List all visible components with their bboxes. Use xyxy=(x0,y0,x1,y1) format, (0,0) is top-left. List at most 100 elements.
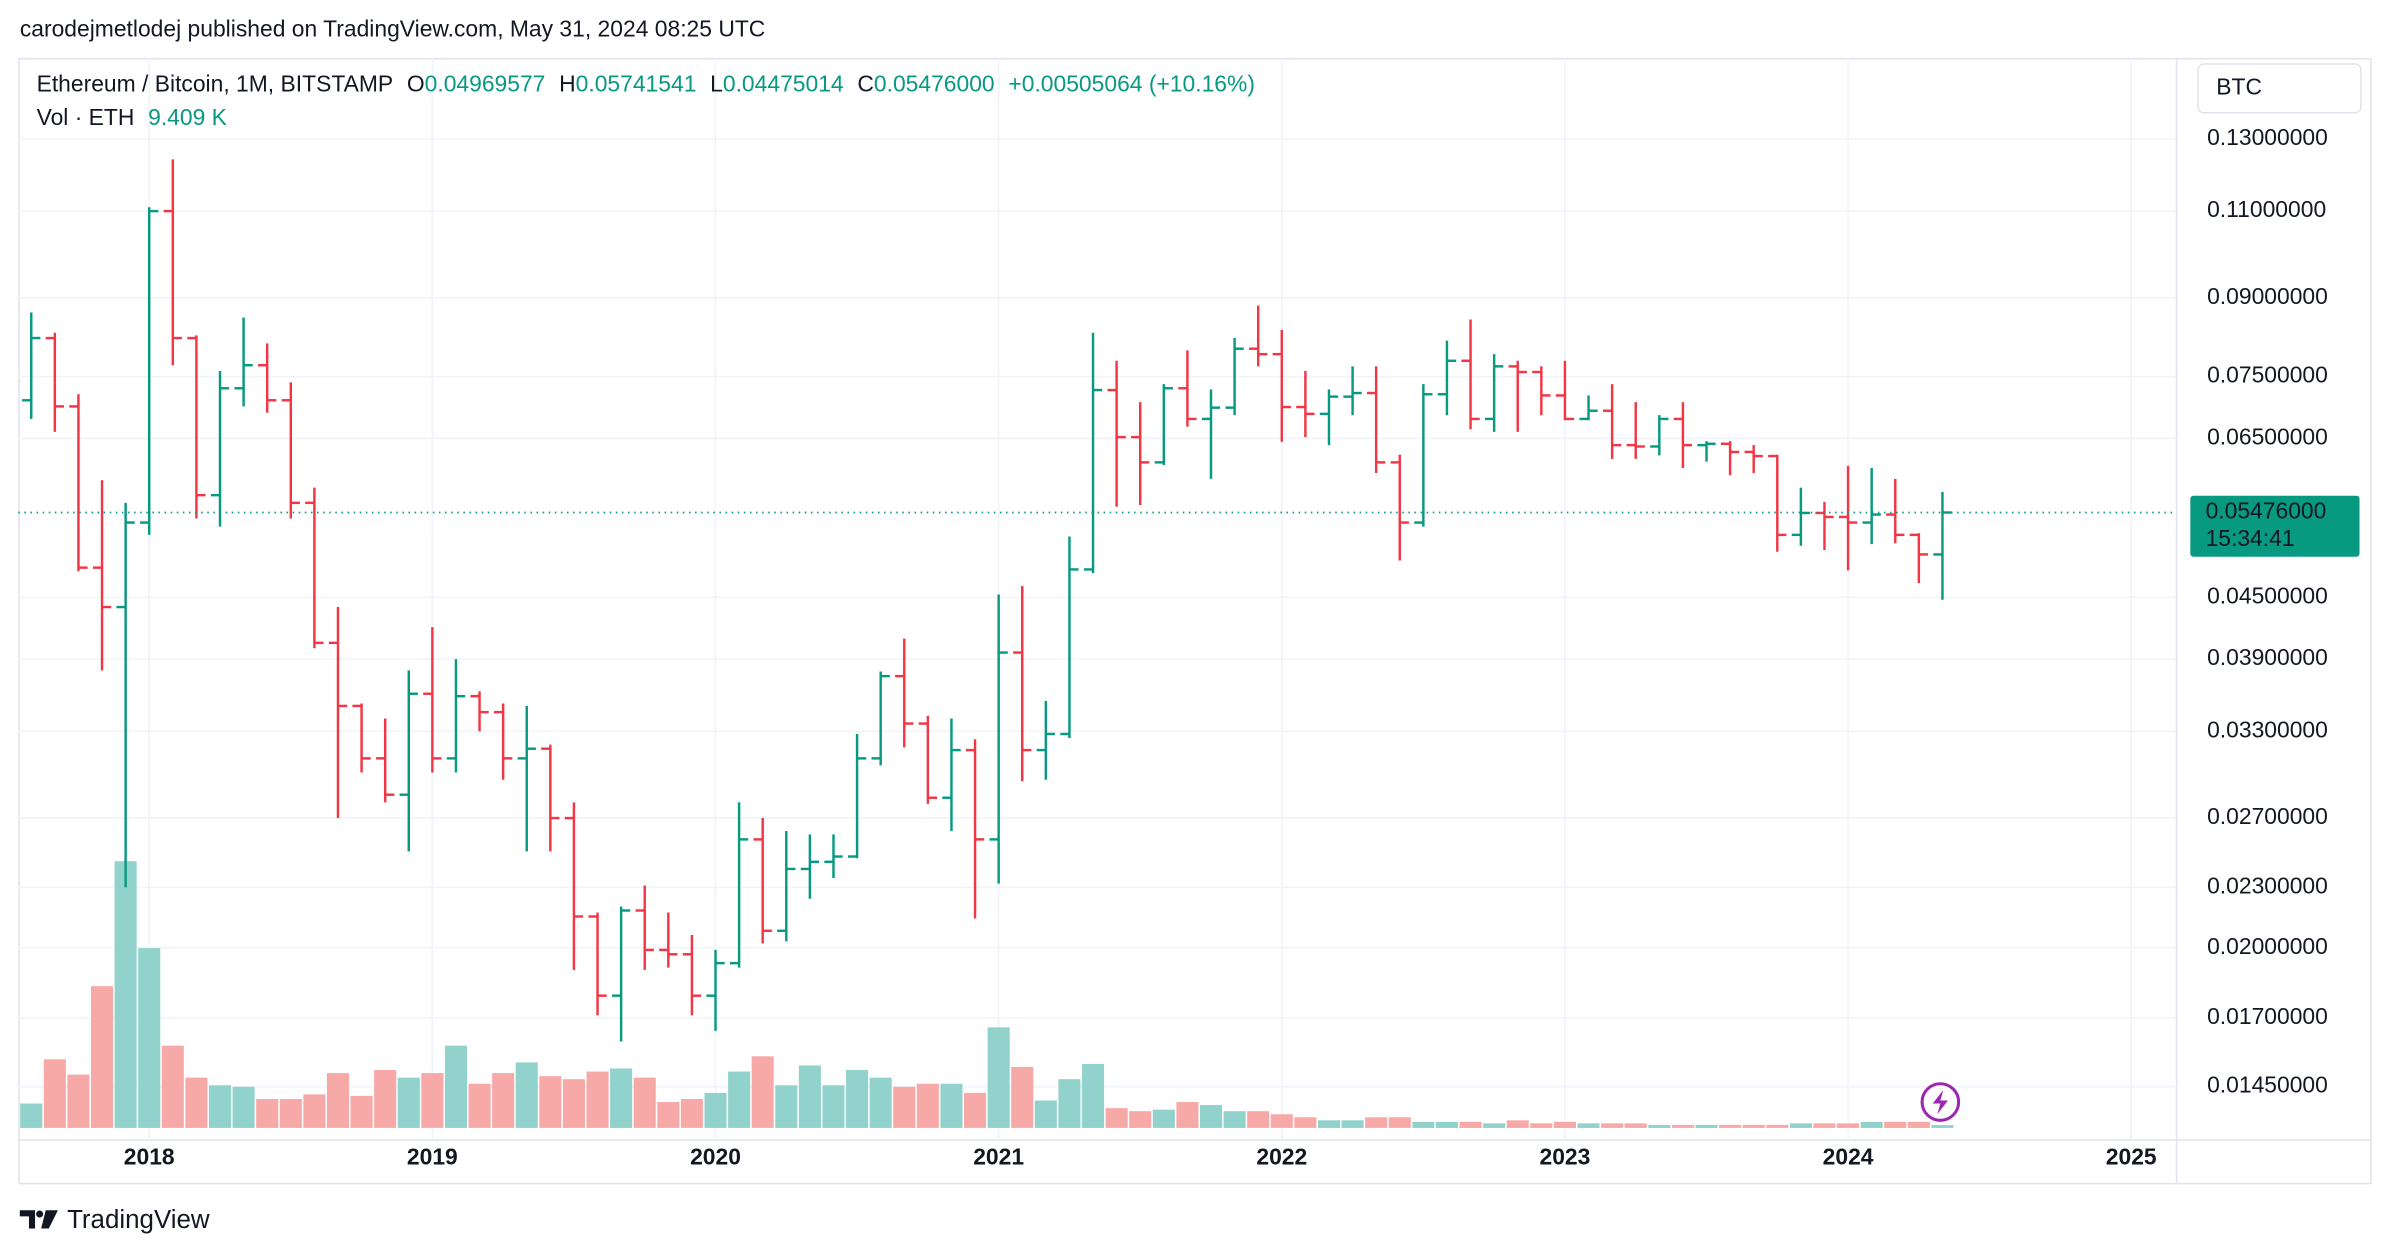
y-tick-label: 0.01700000 xyxy=(2207,1003,2328,1029)
volume-bar xyxy=(1105,1108,1128,1128)
volume-bar xyxy=(704,1092,727,1128)
y-tick-label: 0.01450000 xyxy=(2207,1072,2328,1098)
volume-bar xyxy=(326,1073,350,1128)
plot xyxy=(18,159,2177,1128)
volume-title: Vol · ETH xyxy=(37,104,135,130)
volume-bar xyxy=(893,1086,916,1128)
volume-bar xyxy=(114,861,137,1128)
volume-bar xyxy=(256,1098,279,1128)
legend: Ethereum / Bitcoin, 1M, BITSTAMP O0.04969… xyxy=(37,70,1255,96)
volume-bar xyxy=(657,1102,680,1128)
y-tick-label: 0.03900000 xyxy=(2207,644,2328,670)
volume-bar xyxy=(138,948,161,1128)
grid xyxy=(18,57,2177,1141)
volume-bar xyxy=(374,1070,397,1128)
open-key: O xyxy=(407,70,425,96)
volume-bar xyxy=(1860,1121,1883,1128)
volume-bar xyxy=(67,1074,90,1128)
volume-bar xyxy=(539,1076,562,1128)
volume-bar xyxy=(208,1085,232,1128)
volume-bar xyxy=(1483,1123,1506,1128)
volume-bar xyxy=(1270,1114,1293,1128)
volume-bar xyxy=(1199,1105,1223,1128)
volume-bar xyxy=(846,1070,869,1128)
volume-bar xyxy=(1530,1123,1553,1128)
volume-value: 9.409 K xyxy=(148,104,227,130)
y-tick-label: 0.02700000 xyxy=(2207,803,2328,829)
volume-bar xyxy=(916,1083,939,1128)
volume-bar xyxy=(1577,1123,1600,1128)
volume-bar xyxy=(1223,1111,1246,1128)
volume-bar xyxy=(303,1094,326,1128)
volume-bar xyxy=(43,1059,66,1128)
high-key: H xyxy=(559,70,576,96)
change: +0.00505064 (+10.16%) xyxy=(1008,70,1255,96)
volume-bar xyxy=(444,1045,467,1128)
volume-bar xyxy=(1601,1123,1624,1128)
volume-bar xyxy=(1553,1121,1576,1128)
volume-bar xyxy=(1412,1121,1435,1128)
volume-bar xyxy=(90,986,114,1128)
y-tick-label: 0.02000000 xyxy=(2207,933,2328,959)
high-value: 0.05741541 xyxy=(576,70,697,96)
volume-bar xyxy=(1176,1102,1199,1128)
frame xyxy=(18,57,2372,1185)
currency[interactable]: BTC xyxy=(2216,73,2262,99)
volume-bar xyxy=(1766,1124,1789,1128)
volume-bar xyxy=(610,1068,633,1128)
volume-bar xyxy=(232,1086,255,1128)
volume-bar xyxy=(1365,1117,1388,1128)
y-tick-label: 0.04500000 xyxy=(2207,582,2328,608)
x-tick-label: 2023 xyxy=(1540,1143,1591,1169)
x-tick-label: 2019 xyxy=(407,1143,458,1169)
y-tick-label: 0.06500000 xyxy=(2207,423,2328,449)
volume-bar xyxy=(421,1073,444,1128)
logo-mark xyxy=(19,1210,58,1229)
volume-bar xyxy=(1034,1100,1057,1128)
x-tick-label: 2021 xyxy=(973,1143,1024,1169)
volume-bar xyxy=(822,1085,845,1128)
logo: TradingView xyxy=(19,1206,210,1234)
volume-bar xyxy=(1742,1124,1765,1128)
close-key: C xyxy=(857,70,874,96)
volume-bar xyxy=(1435,1121,1458,1128)
volume-bar xyxy=(1011,1066,1034,1128)
volume-legend: Vol · ETH 9.409 K xyxy=(37,104,227,130)
volume-bar xyxy=(1058,1079,1081,1128)
volume-bar xyxy=(279,1098,302,1128)
last-price-label: 0.05476000 xyxy=(2206,498,2327,524)
byline: carodejmetlodej published on TradingView… xyxy=(20,16,766,42)
volume-bar xyxy=(161,1045,184,1128)
volume-bar xyxy=(562,1079,585,1128)
y-tick-label: 0.13000000 xyxy=(2207,124,2328,150)
y-tick-label: 0.03300000 xyxy=(2207,716,2328,742)
volume-bar xyxy=(1317,1120,1341,1128)
volume-bar xyxy=(468,1083,491,1128)
y-tick-label: 0.07500000 xyxy=(2207,362,2328,388)
volume-bar xyxy=(1813,1123,1836,1128)
x-tick-label: 2024 xyxy=(1823,1143,1874,1169)
currency-box[interactable] xyxy=(2197,63,2362,114)
volume-bar xyxy=(1129,1111,1152,1128)
volume-bar xyxy=(185,1077,208,1128)
volume-bar xyxy=(1506,1120,1529,1128)
alert-bolt[interactable] xyxy=(1932,1089,1948,1115)
volume-bar xyxy=(940,1083,963,1128)
volume-bar xyxy=(397,1077,420,1128)
volume-bar xyxy=(1624,1123,1647,1128)
volume-bar xyxy=(1459,1121,1482,1128)
y-tick-label: 0.11000000 xyxy=(2207,196,2326,222)
low-value: 0.04475014 xyxy=(723,70,844,96)
volume-bar xyxy=(20,1103,43,1128)
volume-bar xyxy=(1648,1124,1671,1128)
alert-icon[interactable] xyxy=(1920,1082,1961,1122)
y-tick-label: 0.09000000 xyxy=(2207,283,2328,309)
volume-bar xyxy=(728,1071,751,1128)
volume-bar xyxy=(633,1077,656,1128)
x-tick-label: 2018 xyxy=(124,1143,175,1169)
x-tick-label: 2020 xyxy=(690,1143,741,1169)
countdown: 15:34:41 xyxy=(2206,525,2295,551)
volume-bar xyxy=(1247,1111,1270,1128)
